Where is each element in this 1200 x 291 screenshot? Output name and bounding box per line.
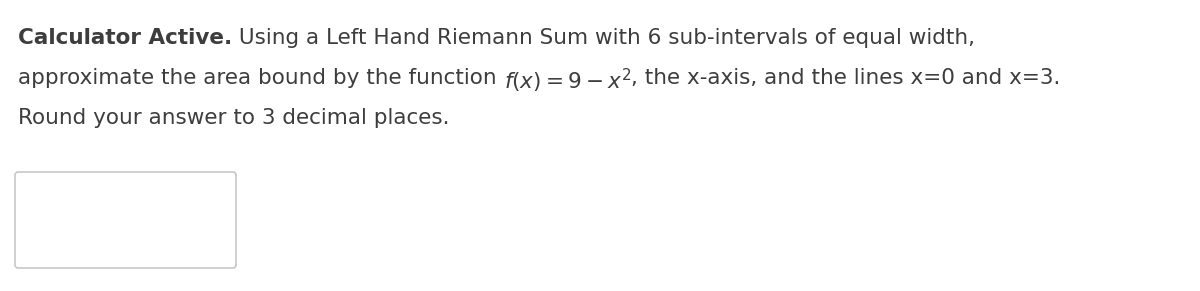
Text: $f(x) = 9 - x^{2}$: $f(x) = 9 - x^{2}$ <box>504 67 631 95</box>
Text: Using a Left Hand Riemann Sum with 6 sub-intervals of equal width,: Using a Left Hand Riemann Sum with 6 sub… <box>233 28 976 48</box>
Text: , the x-axis, and the lines x=0 and x=3.: , the x-axis, and the lines x=0 and x=3. <box>631 68 1061 88</box>
FancyBboxPatch shape <box>14 172 236 268</box>
Text: Calculator Active.: Calculator Active. <box>18 28 233 48</box>
Text: Round your answer to 3 decimal places.: Round your answer to 3 decimal places. <box>18 108 450 128</box>
Text: approximate the area bound by the function: approximate the area bound by the functi… <box>18 68 504 88</box>
